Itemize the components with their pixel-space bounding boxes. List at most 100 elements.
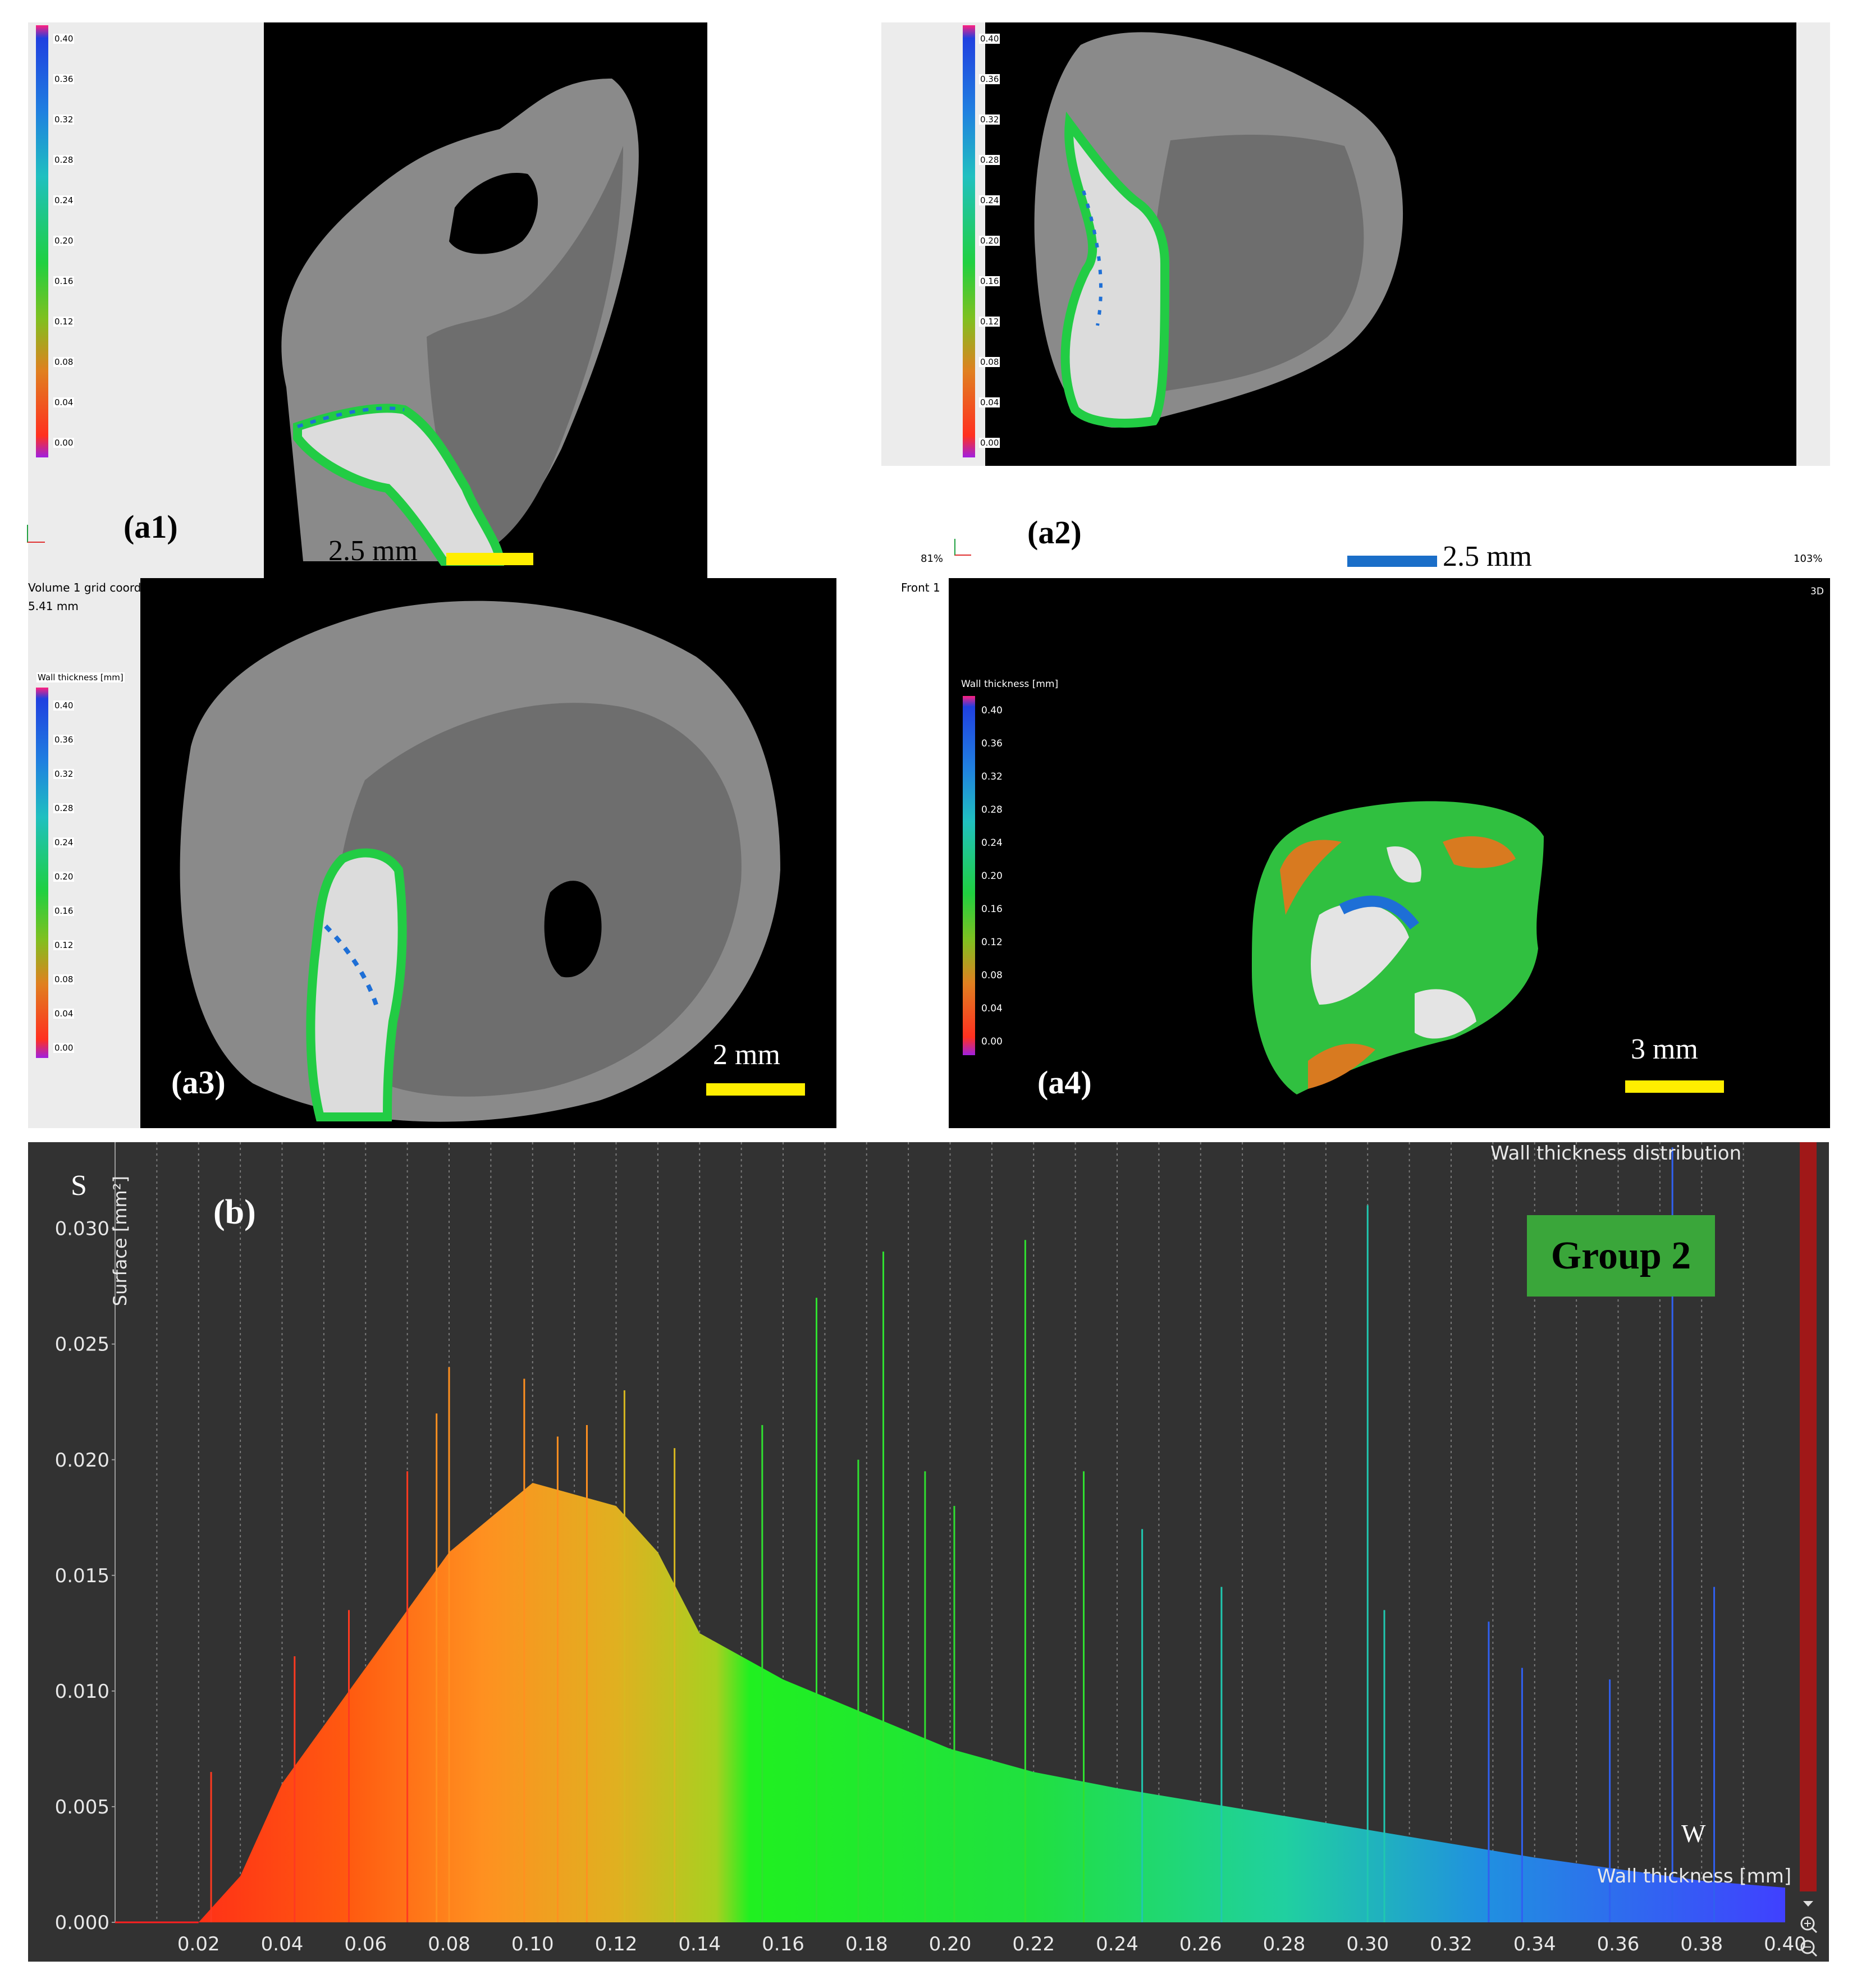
colorbar-a4-tick: 0.24 xyxy=(981,837,1003,849)
colorbar-a2-tick: 0.24 xyxy=(979,195,1000,205)
panel-a2-image xyxy=(985,22,1796,466)
histogram-area xyxy=(115,1482,1785,1922)
panel-a3-image xyxy=(140,578,836,1128)
x-symbol: W xyxy=(1681,1819,1706,1848)
zoom-readout-right: 103% xyxy=(1794,553,1823,565)
zoom-readout-left: 81% xyxy=(921,553,944,565)
y-symbol: S xyxy=(71,1170,87,1202)
x-tick-label: 0.30 xyxy=(1346,1933,1389,1955)
colorbar-a2-tick: 0.12 xyxy=(979,317,1000,327)
colorbar-a3 xyxy=(36,688,48,1058)
colorbar-a4-tick: 0.36 xyxy=(981,738,1003,749)
colorbar-a3-tick: 0.24 xyxy=(53,837,75,848)
y-tick-label: 0.005 xyxy=(55,1796,109,1818)
colorbar-a4-tick: 0.32 xyxy=(981,771,1003,782)
colorbar-a2-tick: 0.16 xyxy=(979,276,1000,286)
colorbar-a1 xyxy=(36,25,48,457)
panel-a4-tag: (a4) xyxy=(1037,1064,1092,1101)
x-tick-label: 0.14 xyxy=(678,1933,721,1955)
colorbar-a2-tick: 0.00 xyxy=(979,438,1000,448)
colorbar-a2-tick: 0.40 xyxy=(979,34,1000,44)
colorbar-a4-tick: 0.00 xyxy=(981,1036,1003,1047)
x-tick-label: 0.04 xyxy=(261,1933,304,1955)
colorbar-a1-tick: 0.36 xyxy=(53,74,75,84)
colorbar-a3-tick: 0.28 xyxy=(53,803,75,813)
colorbar-a1-tick: 0.28 xyxy=(53,155,75,165)
ct-slice-a3 xyxy=(180,601,781,1122)
colorbar-a1-tick: 0.04 xyxy=(53,397,75,407)
x-tick-label: 0.38 xyxy=(1680,1933,1723,1955)
y-tick-label: 0.000 xyxy=(55,1912,109,1934)
x-tick-label: 0.12 xyxy=(595,1933,638,1955)
zoom-in-icon[interactable] xyxy=(1800,1916,1818,1934)
colorbar-a1-tick: 0.08 xyxy=(53,357,75,367)
x-tick-label: 0.08 xyxy=(428,1933,470,1955)
scale-bar-a2 xyxy=(1347,556,1437,567)
colorbar-a2-tick: 0.32 xyxy=(979,114,1000,125)
colorbar-a4-title: Wall thickness [mm] xyxy=(961,679,1059,690)
colorbar-a3-tick: 0.16 xyxy=(53,906,75,916)
x-tick-label: 0.26 xyxy=(1179,1933,1222,1955)
view-3d-label: 3D xyxy=(1810,586,1824,597)
panel-b-tag: (b) xyxy=(213,1193,256,1231)
colorbar-a1-tick: 0.12 xyxy=(53,317,75,327)
colorbar-a2-tick: 0.08 xyxy=(979,357,1000,367)
axis-triad-icon xyxy=(954,539,971,556)
panel-a1 xyxy=(28,22,264,578)
colorbar-a3-tick: 0.40 xyxy=(53,700,75,711)
colorbar-a2-tick: 0.20 xyxy=(979,236,1000,246)
size-readout: 5.41 mm xyxy=(28,599,79,613)
colorbar-a3-tick: 0.00 xyxy=(53,1043,75,1053)
y-tick-label: 0.020 xyxy=(55,1449,109,1472)
wall-thickness-histogram: 0.02 0.04 0.06 0.08 0.10 0.12 0.14 0.16 0.18 0.20… xyxy=(28,1142,1829,1962)
scale-bar-a1 xyxy=(446,553,533,565)
scale-bar-a3 xyxy=(706,1083,805,1096)
colorbar-a3-tick: 0.04 xyxy=(53,1009,75,1019)
colorbar-a3-tick: 0.20 xyxy=(53,872,75,882)
colorbar-a2-tick: 0.04 xyxy=(979,397,1000,407)
zoom-out-icon[interactable] xyxy=(1800,1940,1818,1957)
x-tick-label: 0.40 xyxy=(1764,1933,1806,1955)
colorbar-a1-tick: 0.20 xyxy=(53,236,75,246)
x-tick-label: 0.10 xyxy=(511,1933,554,1955)
scale-label-a3: 2 mm xyxy=(713,1039,780,1071)
y-axis-label: Surface [mm²] xyxy=(109,1176,131,1307)
colorbar-a4-tick: 0.40 xyxy=(981,705,1003,716)
colorbar-a2-tick: 0.36 xyxy=(979,74,1000,84)
panel-a1-tag: (a1) xyxy=(124,509,178,545)
panel-a1-image xyxy=(264,22,707,578)
colorbar-a3-tick: 0.12 xyxy=(53,940,75,950)
x-axis-label: Wall thickness [mm] xyxy=(1597,1865,1792,1888)
colorbar-a4-tick: 0.08 xyxy=(981,970,1003,981)
colorbar-a4 xyxy=(963,696,975,1055)
ct-slice-a1 xyxy=(281,79,639,566)
y-tick-label: 0.010 xyxy=(55,1680,109,1703)
colorbar-a1-tick: 0.16 xyxy=(53,276,75,286)
scale-label-a4: 3 mm xyxy=(1631,1033,1698,1065)
render-3d-a4 xyxy=(1252,801,1544,1094)
scale-bar-a4 xyxy=(1625,1080,1724,1093)
colorbar-a3-title: Wall thickness [mm] xyxy=(36,672,125,682)
x-tick-label: 0.34 xyxy=(1513,1933,1556,1955)
axis-triad-icon xyxy=(27,525,45,543)
view-front-label: Front 1 xyxy=(901,581,940,594)
ct-slice-a2 xyxy=(1034,32,1403,428)
colorbar-a3-tick: 0.08 xyxy=(53,974,75,984)
histogram-title: Wall thickness distribution xyxy=(1490,1142,1742,1165)
x-tick-label: 0.02 xyxy=(177,1933,220,1955)
chevron-down-icon[interactable] xyxy=(1803,1901,1813,1907)
colorbar-a1-tick: 0.24 xyxy=(53,195,75,205)
x-tick-label: 0.22 xyxy=(1012,1933,1055,1955)
x-tick-label: 0.32 xyxy=(1430,1933,1472,1955)
x-tick-label: 0.20 xyxy=(929,1933,972,1955)
colorbar-a4-tick: 0.12 xyxy=(981,937,1003,948)
group-badge: Group 2 xyxy=(1527,1215,1715,1297)
panel-a2-tag: (a2) xyxy=(1027,514,1082,551)
x-tick-label: 0.06 xyxy=(344,1933,387,1955)
colorbar-a4-tick: 0.28 xyxy=(981,804,1003,816)
colorbar-a1-tick: 0.32 xyxy=(53,114,75,125)
histogram-svg: 0.02 0.04 0.06 0.08 0.10 0.12 0.14 0.16 0.18 0.20… xyxy=(55,1142,1818,1957)
x-tick-label: 0.28 xyxy=(1263,1933,1306,1955)
x-tick-label: 0.18 xyxy=(845,1933,888,1955)
histogram-scrollbar[interactable] xyxy=(1800,1142,1817,1891)
